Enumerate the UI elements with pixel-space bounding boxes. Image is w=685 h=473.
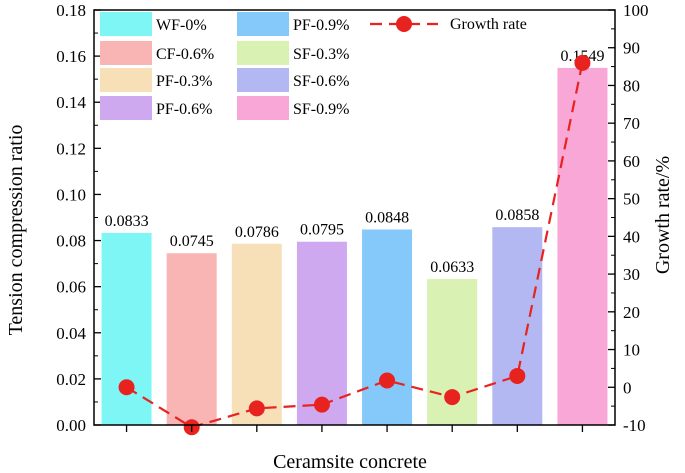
legend-swatch [100, 12, 152, 36]
x-axis-title: Ceramsite concrete [273, 451, 427, 473]
y2-tick-label: 90 [623, 39, 640, 58]
legend-label: WF-0% [156, 17, 207, 34]
y-tick-label: 0.16 [56, 47, 86, 66]
y2-tick-label: 10 [623, 341, 640, 360]
legend-marker [396, 16, 412, 32]
growth-rate-point [574, 54, 591, 71]
y-tick-label: 0.08 [56, 232, 86, 251]
bar-group [101, 67, 608, 425]
y-tick-label: 0.10 [56, 185, 86, 204]
legend-swatch [100, 68, 152, 92]
growth-rate-series [118, 54, 591, 436]
y2-tick-label: 60 [623, 152, 640, 171]
y2-tick-label: 30 [623, 265, 640, 284]
growth-rate-point [444, 389, 461, 406]
y2-axis-title: Growth rate/% [652, 156, 674, 274]
y2-tick-label: 80 [623, 76, 640, 95]
y2-tick-label: 40 [623, 227, 640, 246]
bar-value-label: 0.0833 [105, 213, 149, 230]
growth-rate-point [313, 396, 330, 413]
bar-pf-0-9- [362, 229, 413, 425]
bar-pf-0-3- [231, 243, 282, 425]
bar-value-label: 0.0633 [430, 259, 474, 276]
y2-tick-label: 70 [623, 114, 640, 133]
y-tick-label: 0.14 [56, 93, 86, 112]
y2-tick-label: 20 [623, 303, 640, 322]
legend-label: PF-0.9% [293, 17, 349, 34]
legend-swatch [100, 41, 152, 65]
bar-value-label: 0.0786 [235, 224, 279, 241]
y2-tick-label: 100 [623, 1, 649, 20]
y2-tick-label: 50 [623, 190, 640, 209]
bar-sf-0-6- [492, 227, 543, 425]
bar-value-label: 0.0745 [170, 233, 214, 250]
bar-sf-0-9- [557, 67, 608, 425]
growth-rate-point [509, 367, 526, 384]
y-tick-label: 0.18 [56, 1, 86, 20]
y-axis-title: Tension compression ratio [5, 125, 27, 336]
legend-swatch [237, 12, 289, 36]
growth-rate-line [125, 62, 584, 429]
legend: WF-0% PF-0.9% Growth rate CF-0.6% SF-0.3% PF-… [100, 12, 527, 120]
legend-swatch [237, 41, 289, 65]
y-tick-label: 0.00 [56, 416, 86, 435]
y2-tick-label: -10 [623, 416, 646, 435]
legend-label: CF-0.6% [156, 46, 214, 63]
bar-value-label: 0.0848 [365, 209, 409, 226]
y-tick-label: 0.02 [56, 370, 86, 389]
y-tick-label: 0.12 [56, 139, 86, 158]
legend-label: Growth rate [450, 16, 527, 33]
bar-pf-0-6- [296, 241, 347, 425]
y2-tick-label: 0 [623, 378, 632, 397]
legend-swatch [237, 68, 289, 92]
bar-value-label: 0.0858 [495, 207, 539, 224]
bar-value-label: 0.0795 [300, 222, 344, 239]
bar-cf-0-6- [166, 253, 217, 425]
y-tick-label: 0.04 [56, 324, 86, 343]
growth-rate-point [248, 400, 265, 417]
legend-label: SF-0.6% [293, 73, 349, 90]
growth-rate-point [118, 379, 135, 396]
y-tick-label: 0.06 [56, 278, 86, 297]
legend-swatch [100, 96, 152, 120]
growth-rate-point [379, 372, 396, 389]
legend-label: PF-0.3% [156, 73, 212, 90]
axes: 0.00 0.02 0.04 0.06 0.08 0.10 0.12 0.14 0.16 0.18… [56, 1, 648, 435]
legend-label: SF-0.3% [293, 46, 349, 63]
bar-wf-0- [101, 232, 152, 425]
legend-swatch [237, 96, 289, 120]
legend-label: SF-0.9% [293, 101, 349, 118]
legend-label: PF-0.6% [156, 101, 212, 118]
